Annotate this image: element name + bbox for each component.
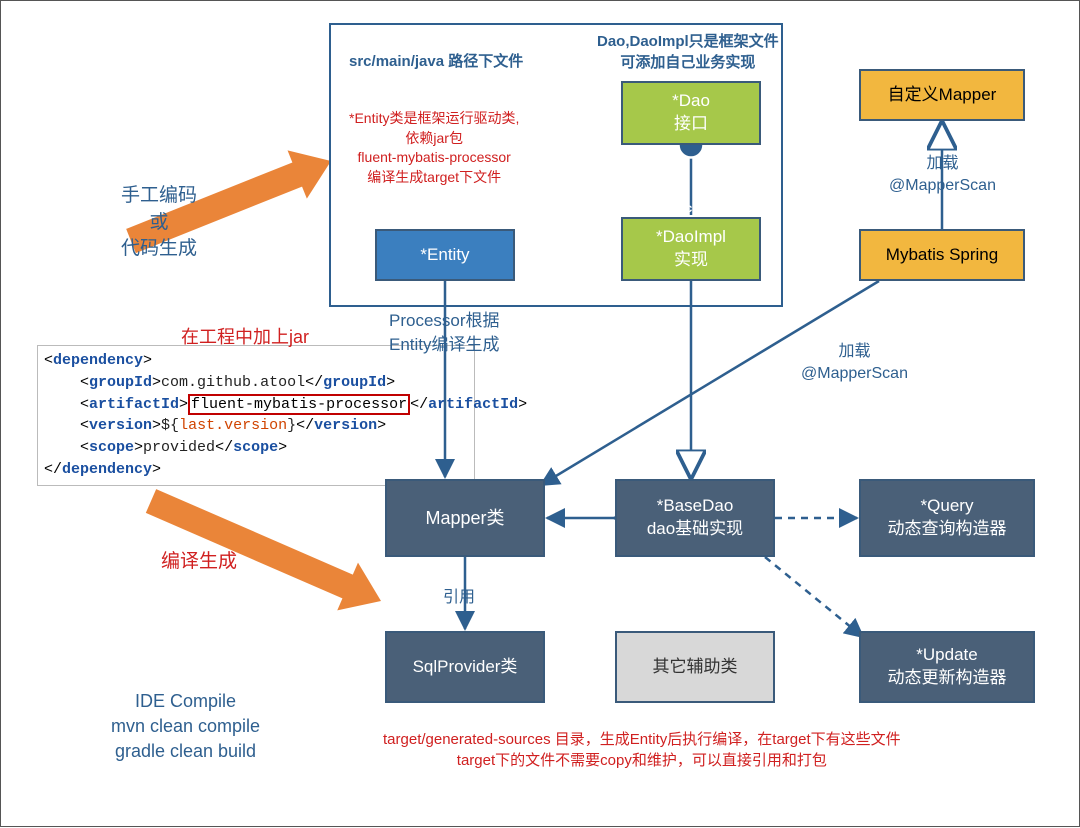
label-entity_note: *Entity类是框架运行驱动类, 依赖jar包 fluent-mybatis-…	[349, 109, 519, 187]
label-load2: 加载 @MapperScan	[801, 341, 908, 386]
box-daoImpl: *DaoImpl实现	[621, 217, 761, 281]
box-query-line2: 动态查询构造器	[888, 518, 1007, 541]
box-entity: *Entity	[375, 229, 515, 281]
box-sqlProvider: SqlProvider类	[385, 631, 545, 703]
box-dao: *Dao接口	[621, 81, 761, 145]
box-update-line2: 动态更新构造器	[888, 667, 1007, 690]
label-hand_code: 手工编码 或 代码生成	[121, 183, 197, 263]
box-mapper-line1: Mapper类	[425, 506, 504, 530]
box-other: 其它辅助类	[615, 631, 775, 703]
box-mybatisSpring-line1: Mybatis Spring	[886, 244, 998, 267]
label-load1: 加载 @MapperScan	[889, 153, 996, 198]
box-update-line1: *Update	[916, 644, 977, 667]
box-daoImpl-line2: 实现	[674, 249, 708, 272]
frame-title-left: src/main/java 路径下文件	[349, 51, 523, 72]
box-dao-line1: *Dao	[672, 90, 710, 113]
label-processor: Processor根据 Entity编译生成	[389, 309, 500, 357]
label-target_note: target/generated-sources 目录，生成Entity后执行编…	[383, 729, 901, 771]
dependency-code-block: <dependency> <groupId>com.github.atool</…	[37, 345, 475, 486]
box-baseDao-line2: dao基础实现	[647, 518, 743, 541]
box-customMapper-line1: 自定义Mapper	[888, 84, 997, 107]
label-ref: 引用	[443, 587, 475, 609]
box-sqlProvider-line1: SqlProvider类	[413, 656, 518, 679]
frame-title-right: Dao,DaoImpl只是框架文件 可添加自己业务实现	[597, 31, 779, 73]
box-daoImpl-line1: *DaoImpl	[656, 226, 726, 249]
box-mybatisSpring: Mybatis Spring	[859, 229, 1025, 281]
label-jar_note: 在工程中加上jar	[181, 325, 309, 350]
box-query-line1: *Query	[921, 495, 974, 518]
box-customMapper: 自定义Mapper	[859, 69, 1025, 121]
box-update: *Update动态更新构造器	[859, 631, 1035, 703]
box-baseDao-line1: *BaseDao	[657, 495, 734, 518]
label-compile_gen: 编译生成	[161, 549, 237, 576]
box-dao-line2: 接口	[674, 113, 708, 136]
label-ide: IDE Compile mvn clean compile gradle cle…	[111, 689, 260, 765]
box-mapper: Mapper类	[385, 479, 545, 557]
box-other-line1: 其它辅助类	[653, 656, 738, 679]
box-baseDao: *BaseDaodao基础实现	[615, 479, 775, 557]
label-interface_lbl: interface	[649, 200, 699, 217]
box-entity-line1: *Entity	[420, 244, 469, 267]
box-query: *Query动态查询构造器	[859, 479, 1035, 557]
